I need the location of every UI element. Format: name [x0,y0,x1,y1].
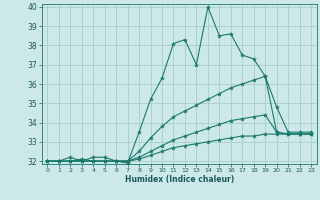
X-axis label: Humidex (Indice chaleur): Humidex (Indice chaleur) [124,175,234,184]
